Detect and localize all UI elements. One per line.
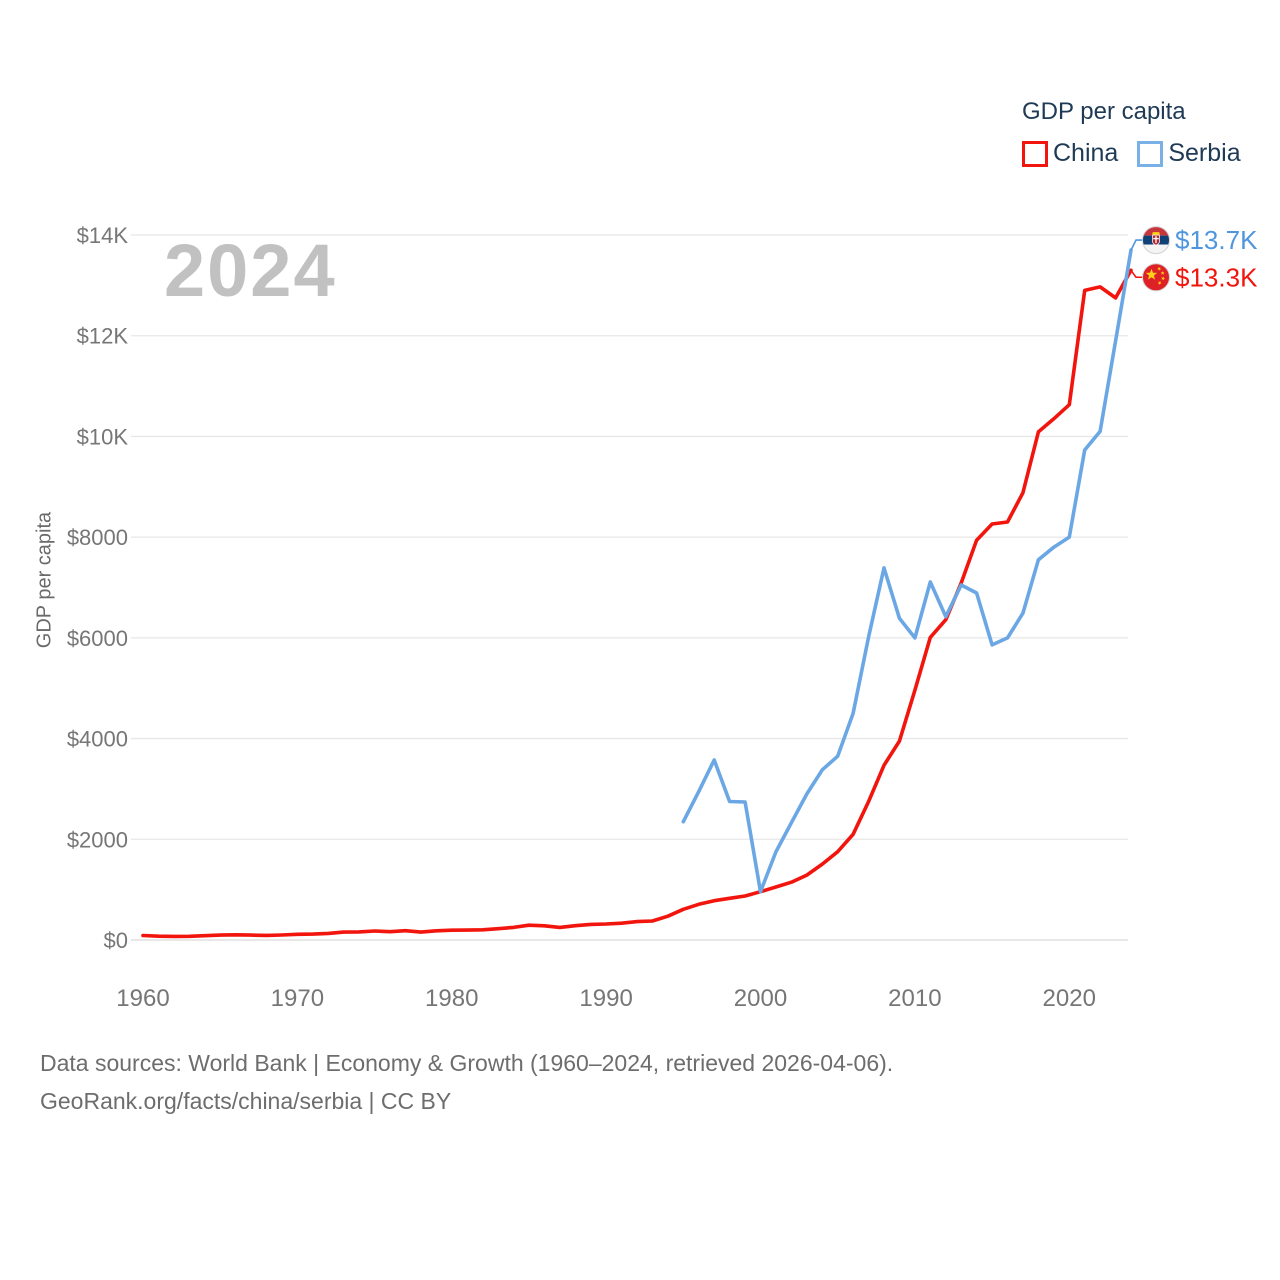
footer: Data sources: World Bank | Economy & Gro… bbox=[40, 1044, 893, 1120]
year-watermark: 2024 bbox=[164, 229, 337, 312]
x-tick-label: 2010 bbox=[888, 985, 941, 1012]
serbia-series-line[interactable] bbox=[681, 248, 1133, 894]
legend-items: China Serbia bbox=[1022, 139, 1241, 168]
y-tick-label: $6000 bbox=[67, 626, 128, 651]
china-flag-icon bbox=[1142, 263, 1170, 292]
plot-svg: $0 $2000 $4000 $6000 $8000 $10K $12K $14K 1960 19… bbox=[67, 223, 1258, 1012]
footer-link-line[interactable]: GeoRank.org/facts/china/serbia | CC BY bbox=[40, 1088, 452, 1114]
x-tick-label: 2020 bbox=[1043, 985, 1096, 1012]
x-tick-label: 2000 bbox=[734, 985, 787, 1012]
x-tick-label: 1980 bbox=[425, 985, 478, 1012]
x-tick-label: 1960 bbox=[116, 985, 169, 1012]
serbia-flag-icon bbox=[1142, 226, 1170, 255]
china-series-swatch-icon bbox=[1022, 140, 1048, 167]
legend-item-serbia[interactable]: Serbia bbox=[1137, 139, 1241, 168]
legend-item-china[interactable]: China bbox=[1022, 139, 1118, 168]
legend-item-serbia-label: Serbia bbox=[1168, 139, 1241, 167]
legend-item-china-label: China bbox=[1053, 139, 1119, 167]
china-label-connector bbox=[1130, 269, 1142, 279]
y-tick-label: $2000 bbox=[67, 827, 128, 852]
x-tick-label: 1970 bbox=[271, 985, 324, 1012]
chart-legend: GDP per capita China Serbia bbox=[1022, 98, 1241, 168]
x-tick-label: 1990 bbox=[579, 985, 632, 1012]
serbia-label-connector bbox=[1130, 239, 1142, 251]
y-tick-label: $12K bbox=[77, 324, 129, 349]
china-series-line[interactable] bbox=[141, 268, 1133, 939]
footer-source-line: Data sources: World Bank | Economy & Gro… bbox=[40, 1050, 894, 1076]
china-end-value-label: $13.3K bbox=[1175, 262, 1258, 292]
y-tick-label: $0 bbox=[104, 928, 128, 953]
y-tick-label: $8000 bbox=[67, 525, 128, 550]
y-tick-label: $4000 bbox=[67, 727, 128, 752]
serbia-end-value-label: $13.7K bbox=[1175, 225, 1258, 255]
legend-title: GDP per capita bbox=[1022, 98, 1186, 125]
y-tick-label: $10K bbox=[77, 424, 129, 449]
y-tick-label: $14K bbox=[77, 223, 129, 248]
serbia-series-swatch-icon bbox=[1137, 140, 1164, 167]
